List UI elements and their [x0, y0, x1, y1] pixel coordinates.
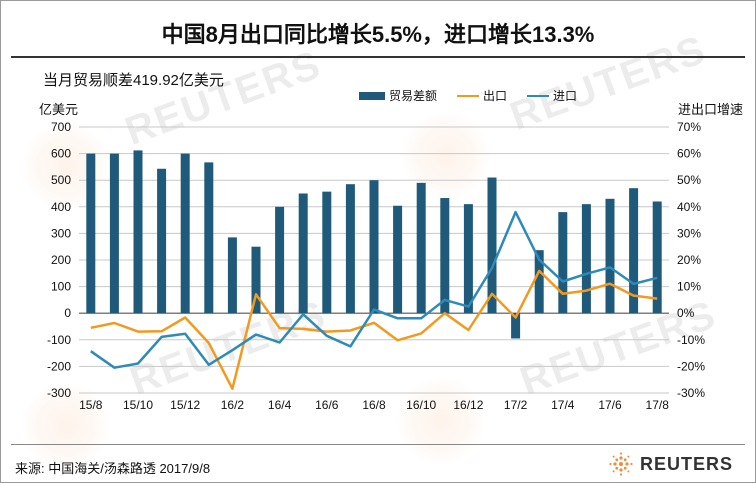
x-tick-label: 16/6	[315, 398, 339, 412]
bar	[440, 198, 450, 314]
y-tick-label-right: 40%	[677, 200, 701, 214]
y-tick-label-left: -200	[47, 359, 71, 373]
bar	[558, 212, 568, 314]
bar	[322, 191, 332, 314]
legend-swatch-line	[457, 94, 480, 97]
bar	[534, 250, 544, 314]
bar	[251, 246, 261, 314]
bar	[133, 150, 143, 314]
x-tick-label: 16/10	[406, 398, 436, 412]
y-tick-label-right: 50%	[677, 173, 701, 187]
y-tick-label-left: -100	[47, 333, 71, 347]
y-tick-label-right: -10%	[677, 333, 705, 347]
legend-label: 出口	[483, 89, 508, 103]
x-tick-label: 17/2	[504, 398, 528, 412]
legend-item-trade-balance: 贸易差额	[359, 87, 437, 104]
chart-title: 中国8月出口同比增长5.5%，进口增长13.3%	[161, 22, 595, 47]
y-tick-label-right: -30%	[677, 386, 705, 400]
y-tick-label-right: 30%	[677, 226, 701, 240]
bar	[393, 205, 403, 314]
footer-divider	[11, 444, 745, 445]
y-tick-label-left: -300	[47, 386, 71, 400]
left-axis-unit: 亿美元	[39, 102, 79, 117]
y-tick-label-left: 200	[51, 253, 71, 267]
bar	[605, 198, 615, 314]
bar	[629, 188, 639, 314]
right-axis-unit: 进出口增速	[677, 102, 743, 117]
y-tick-label-right: -20%	[677, 359, 705, 373]
reuters-logo-icon	[609, 452, 633, 476]
x-tick-label: 15/10	[123, 398, 153, 412]
x-tick-label: 16/8	[362, 398, 386, 412]
legend-label: 贸易差额	[389, 89, 438, 103]
x-tick-label: 15/8	[79, 398, 103, 412]
legend-swatch-line	[527, 94, 550, 97]
x-tick-label: 17/8	[646, 398, 670, 412]
bar	[487, 177, 497, 314]
y-tick-label-left: 700	[51, 120, 71, 134]
y-tick-label-left: 600	[51, 147, 71, 161]
watermark-dots	[21, 381, 111, 471]
watermark-dots	[21, 121, 111, 211]
imports-line	[90, 210, 658, 369]
bar	[345, 184, 355, 314]
legend-label: 进口	[553, 89, 578, 103]
bar	[86, 153, 96, 314]
watermark-dots	[401, 111, 491, 201]
y-tick-label-right: 10%	[677, 280, 701, 294]
x-tick-label: 16/2	[221, 398, 245, 412]
y-tick-label-right: 0%	[677, 306, 695, 320]
y-tick-label-right: 70%	[677, 120, 701, 134]
y-tick-label-left: 500	[51, 173, 71, 187]
bar	[204, 162, 214, 314]
bar	[298, 193, 308, 314]
chart-legend: 贸易差额 出口 进口	[359, 87, 597, 104]
x-tick-label: 17/4	[551, 398, 575, 412]
chart-subtitle: 当月贸易顺差419.92亿美元	[43, 72, 224, 89]
y-tick-label-left: 100	[51, 280, 71, 294]
legend-swatch-bar	[359, 91, 385, 100]
title-divider	[11, 56, 745, 58]
bar	[463, 204, 473, 314]
x-tick-label: 16/12	[453, 398, 483, 412]
bar	[652, 201, 662, 314]
bar	[416, 182, 426, 314]
source-note: 来源: 中国海关/汤森路透 2017/9/8	[15, 461, 211, 476]
brand-name: REUTERS	[639, 453, 733, 474]
y-tick-label-left: 0	[64, 306, 71, 320]
bar	[275, 206, 285, 314]
y-tick-label-right: 20%	[677, 253, 701, 267]
bar	[109, 153, 119, 314]
y-tick-label-left: 400	[51, 200, 71, 214]
bar	[511, 313, 521, 339]
y-tick-label-right: 60%	[677, 147, 701, 161]
watermark-dots	[396, 376, 486, 466]
reuters-brand: REUTERS	[608, 451, 733, 477]
x-tick-label: 17/6	[598, 398, 622, 412]
bar	[227, 237, 237, 314]
bar	[157, 168, 167, 314]
legend-item-exports: 出口	[457, 87, 507, 104]
legend-item-imports: 进口	[527, 87, 577, 104]
y-tick-label-left: 300	[51, 226, 71, 240]
bar	[369, 180, 379, 314]
bar	[180, 153, 190, 314]
x-tick-label: 16/4	[268, 398, 292, 412]
x-tick-label: 15/12	[170, 398, 200, 412]
bar	[581, 204, 591, 314]
exports-line	[90, 269, 658, 390]
